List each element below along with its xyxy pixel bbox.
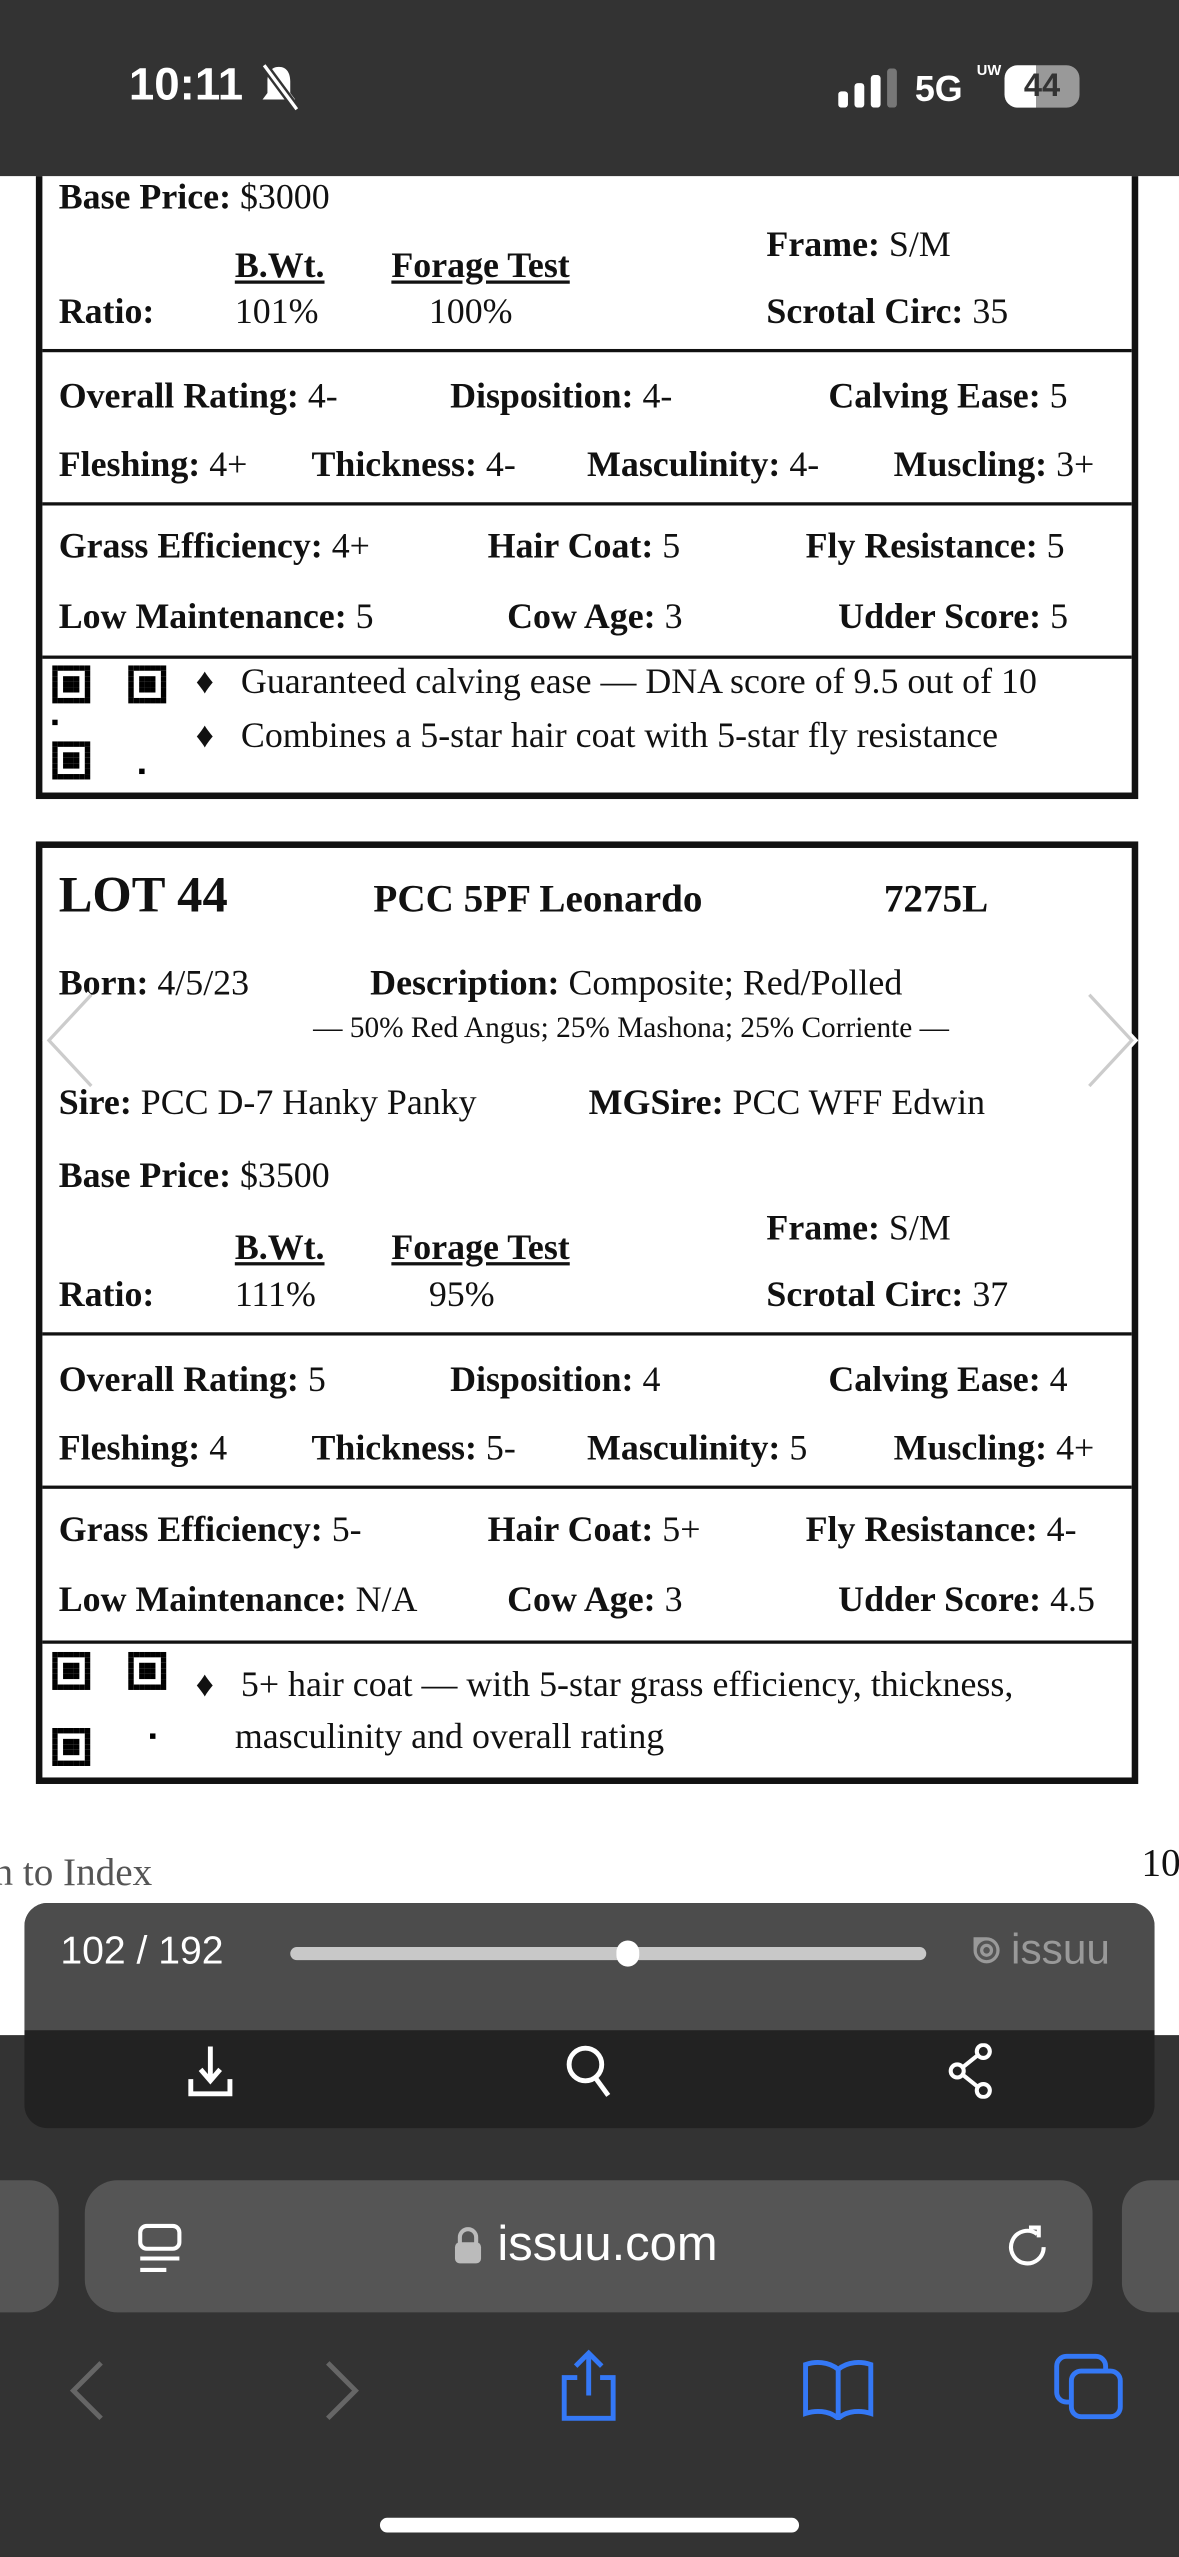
next-page-arrow-icon[interactable] xyxy=(1083,991,1142,1090)
frame: Frame: S/M xyxy=(766,223,951,265)
lot-card-previous: Base Price: $3000 B.Wt. Forage Test Rati… xyxy=(35,176,1139,800)
qr-code[interactable] xyxy=(52,665,167,780)
address-bar[interactable]: issuu.com xyxy=(84,2180,1093,2313)
bwt-header: B.Wt. xyxy=(234,244,325,286)
animal-tag: 7275L xyxy=(883,878,989,922)
frame: Frame: S/M xyxy=(766,1206,951,1248)
bwt-value: 101% xyxy=(234,290,319,332)
rating-fly-resistance: Fly Resistance: 5 xyxy=(805,525,1065,566)
rating-cow-age: Cow Age: 3 xyxy=(507,595,683,636)
lock-icon xyxy=(454,2227,482,2264)
rating-fly-resistance: Fly Resistance: 4- xyxy=(805,1508,1077,1550)
born: Born: 4/5/23 xyxy=(58,962,250,1003)
rating-cow-age: Cow Age: 3 xyxy=(507,1578,683,1620)
return-to-index-link[interactable]: n to Index xyxy=(0,1852,153,1895)
rating-low-maintenance: Low Maintenance: 5 xyxy=(58,595,374,636)
page-slider-thumb[interactable] xyxy=(615,1940,639,1967)
rating-masculinity: Masculinity: 5 xyxy=(587,1426,808,1468)
rating-calving-ease: Calving Ease: 4 xyxy=(828,1358,1068,1400)
rating-hair-coat: Hair Coat: 5+ xyxy=(487,1508,701,1550)
status-time: 10:11 xyxy=(128,58,244,110)
rating-udder-score: Udder Score: 5 xyxy=(838,595,1069,636)
sire: Sire: PCC D-7 Hanky Panky xyxy=(58,1081,477,1122)
rating-overall-rating: Overall Rating: 4- xyxy=(58,375,338,416)
divider xyxy=(42,502,1132,506)
issuu-logo-icon xyxy=(973,1937,1000,1964)
base-price: Base Price: $3500 xyxy=(58,1154,330,1196)
rating-calving-ease: Calving Ease: 5 xyxy=(828,375,1068,416)
document-page[interactable]: Base Price: $3000 B.Wt. Forage Test Rati… xyxy=(0,176,1179,2036)
battery-icon: 44 xyxy=(1004,65,1080,108)
rating-low-maintenance: Low Maintenance: N/A xyxy=(58,1578,418,1620)
breed-composition: — 50% Red Angus; 25% Mashona; 25% Corrie… xyxy=(313,1011,949,1044)
network-type: 5G xyxy=(914,68,963,110)
bookmarks-icon[interactable] xyxy=(801,2358,876,2420)
rating-fleshing: Fleshing: 4 xyxy=(58,1426,228,1468)
next-tab-pill[interactable] xyxy=(1121,2180,1179,2313)
download-icon[interactable] xyxy=(186,2043,235,2098)
scrotal-circ: Scrotal Circ: 35 xyxy=(766,290,1009,332)
signal-icon xyxy=(838,68,897,108)
scrotal-circ: Scrotal Circ: 37 xyxy=(766,1273,1009,1315)
home-indicator[interactable] xyxy=(379,2517,800,2533)
ratio-label: Ratio: xyxy=(58,1273,155,1315)
rating-grass-efficiency: Grass Efficiency: 4+ xyxy=(58,525,370,566)
rating-fleshing: Fleshing: 4+ xyxy=(58,443,248,485)
divider xyxy=(42,1485,1132,1489)
tabs-icon[interactable] xyxy=(1053,2353,1125,2421)
issuu-brand: issuu xyxy=(1011,1924,1111,1974)
back-icon[interactable] xyxy=(65,2358,107,2423)
issuu-toolbar: 102 / 192 issuu xyxy=(24,1903,1155,2129)
animal-name: PCC 5PF Leonardo xyxy=(373,878,703,922)
silent-bell-icon xyxy=(260,62,301,111)
ratio-label: Ratio: xyxy=(58,290,155,332)
rating-thickness: Thickness: 4- xyxy=(311,443,516,485)
qr-code[interactable] xyxy=(52,1651,167,1767)
lot-number: LOT 44 xyxy=(58,865,228,923)
forward-icon[interactable] xyxy=(321,2358,363,2423)
bullet-2: ♦ Combines a 5-star hair coat with 5-sta… xyxy=(195,714,999,756)
forage-value: 100% xyxy=(428,290,513,332)
rating-disposition: Disposition: 4 xyxy=(450,1358,661,1400)
rating-overall-rating: Overall Rating: 5 xyxy=(58,1358,326,1400)
page-number: 10 xyxy=(1141,1842,1179,1886)
rating-masculinity: Masculinity: 4- xyxy=(587,443,820,485)
reader-icon[interactable] xyxy=(135,2223,184,2275)
previous-page-arrow-icon[interactable] xyxy=(39,991,98,1090)
forage-header: Forage Test xyxy=(391,1226,570,1268)
reload-icon[interactable] xyxy=(1003,2221,1055,2273)
bullet-1: ♦ Guaranteed calving ease — DNA score of… xyxy=(195,660,1037,702)
forage-header: Forage Test xyxy=(391,244,570,286)
bullet-1-cont: masculinity and overall rating xyxy=(234,1715,665,1757)
bwt-header: B.Wt. xyxy=(234,1226,325,1268)
rating-muscling: Muscling: 4+ xyxy=(893,1426,1095,1468)
share-icon[interactable] xyxy=(558,2348,620,2423)
bwt-value: 111% xyxy=(234,1273,316,1315)
rating-disposition: Disposition: 4- xyxy=(450,375,673,416)
rating-muscling: Muscling: 3+ xyxy=(893,443,1095,485)
url-text: issuu.com xyxy=(497,2217,718,2272)
base-price: Base Price: $3000 xyxy=(58,176,330,217)
page-slider[interactable] xyxy=(290,1940,927,1967)
rating-grass-efficiency: Grass Efficiency: 5- xyxy=(58,1508,362,1550)
bullet-1: ♦ 5+ hair coat — with 5-star grass effic… xyxy=(195,1663,1014,1705)
forage-value: 95% xyxy=(428,1273,495,1315)
search-icon[interactable] xyxy=(564,2043,616,2098)
rating-udder-score: Udder Score: 4.5 xyxy=(838,1578,1095,1620)
page-counter: 102 / 192 xyxy=(60,1929,224,1974)
rating-thickness: Thickness: 5- xyxy=(311,1426,516,1468)
share-nodes-icon[interactable] xyxy=(947,2043,996,2099)
mgsire: MGSire: PCC WFF Edwin xyxy=(588,1081,986,1122)
lot-card-44: LOT 44 PCC 5PF Leonardo 7275L Born: 4/5/… xyxy=(35,841,1139,1784)
description: Description: Composite; Red/Polled xyxy=(370,962,903,1003)
previous-tab-pill[interactable] xyxy=(0,2180,59,2313)
network-sub: UW xyxy=(976,61,1002,79)
rating-hair-coat: Hair Coat: 5 xyxy=(487,525,681,566)
